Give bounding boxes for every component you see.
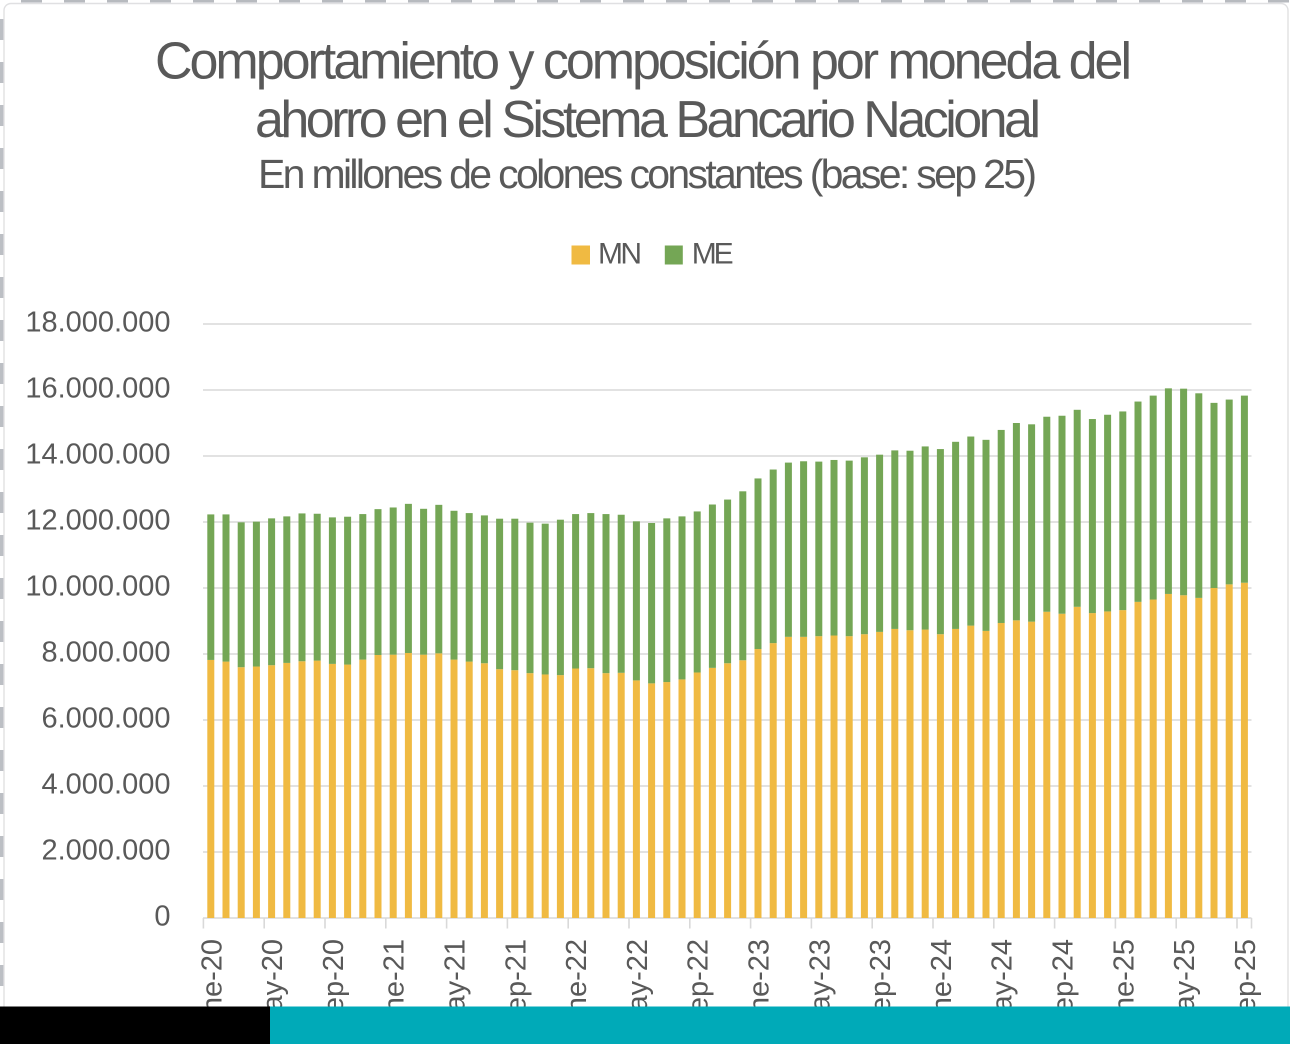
svg-text:14.000.000: 14.000.000 <box>25 439 170 471</box>
svg-text:8.000.000: 8.000.000 <box>41 637 170 669</box>
svg-text:0: 0 <box>154 901 170 933</box>
svg-text:4.000.000: 4.000.000 <box>41 769 170 801</box>
svg-text:12.000.000: 12.000.000 <box>25 505 170 537</box>
svg-text:10.000.000: 10.000.000 <box>25 571 170 603</box>
svg-text:18.000.000: 18.000.000 <box>25 307 170 339</box>
svg-text:2.000.000: 2.000.000 <box>41 835 170 867</box>
svg-text:16.000.000: 16.000.000 <box>25 373 170 405</box>
svg-text:ahorro en el Sistema Bancario: ahorro en el Sistema Bancario Nacional <box>255 91 1041 149</box>
svg-text:Comportamiento y composición p: Comportamiento y composición por moneda … <box>155 33 1132 91</box>
svg-text:6.000.000: 6.000.000 <box>41 703 170 735</box>
svg-text:ME: ME <box>692 238 734 271</box>
svg-text:MN: MN <box>598 238 642 271</box>
svg-text:En millones de colones constan: En millones de colones constantes (base:… <box>258 151 1037 197</box>
